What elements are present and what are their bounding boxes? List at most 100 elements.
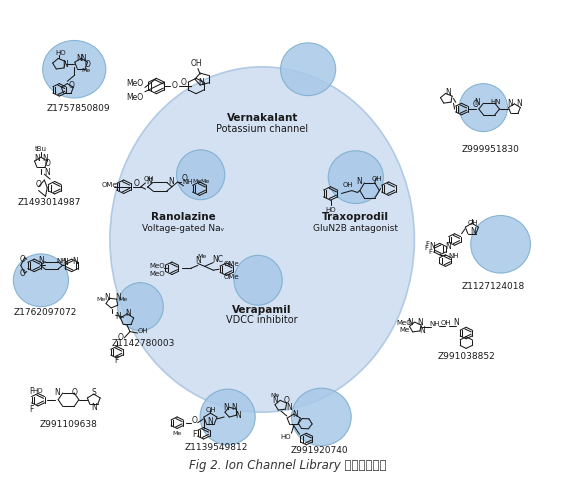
Text: O: O <box>20 268 25 277</box>
Ellipse shape <box>291 388 351 446</box>
Text: N: N <box>115 292 121 301</box>
Text: Z991920740: Z991920740 <box>291 445 348 454</box>
Text: OH: OH <box>468 220 478 226</box>
Text: N: N <box>104 292 110 301</box>
Text: N: N <box>475 97 480 107</box>
Ellipse shape <box>13 254 69 307</box>
Text: N: N <box>516 98 522 108</box>
Text: N: N <box>235 410 241 419</box>
Text: Voltage-gated Naᵥ: Voltage-gated Naᵥ <box>142 223 225 232</box>
Text: OH: OH <box>440 319 451 325</box>
Ellipse shape <box>328 152 384 204</box>
Text: MeO: MeO <box>126 79 143 87</box>
Text: N: N <box>272 396 278 404</box>
Text: VDCC inhibitor: VDCC inhibitor <box>226 314 298 324</box>
Text: OH: OH <box>343 181 354 188</box>
Text: N: N <box>429 241 434 250</box>
Text: O: O <box>191 416 197 424</box>
Text: HO: HO <box>55 50 66 56</box>
Text: Me: Me <box>271 393 280 397</box>
Text: S: S <box>92 387 96 396</box>
Text: tBu: tBu <box>35 146 47 152</box>
Text: OH: OH <box>143 176 154 182</box>
Text: Z1762097072: Z1762097072 <box>14 307 77 316</box>
Text: O: O <box>118 333 123 342</box>
Text: N: N <box>292 409 298 418</box>
Text: N: N <box>125 309 131 318</box>
Text: OH: OH <box>191 59 203 68</box>
Ellipse shape <box>200 389 255 445</box>
Text: N: N <box>445 88 450 97</box>
Text: N: N <box>62 60 68 69</box>
Text: N: N <box>419 325 425 334</box>
Ellipse shape <box>281 44 336 96</box>
Text: GluN2B antagonist: GluN2B antagonist <box>313 223 399 232</box>
Text: Me: Me <box>192 178 201 183</box>
Text: HN: HN <box>491 99 501 105</box>
Text: N: N <box>43 153 48 162</box>
Text: Me: Me <box>400 326 410 333</box>
Text: N: N <box>207 417 213 425</box>
Text: MeO: MeO <box>150 271 165 276</box>
Text: F: F <box>29 386 34 395</box>
Text: N: N <box>62 258 68 266</box>
Text: Me: Me <box>81 68 90 73</box>
Text: N: N <box>168 177 173 186</box>
Text: O: O <box>36 180 41 189</box>
Text: N: N <box>407 317 412 326</box>
Text: N: N <box>223 402 229 411</box>
Text: N: N <box>445 241 450 250</box>
Ellipse shape <box>459 84 507 132</box>
Text: Z1493014987: Z1493014987 <box>18 197 81 206</box>
Text: N: N <box>91 402 97 411</box>
Text: Vernakalant: Vernakalant <box>226 113 298 123</box>
Text: Z1757850809: Z1757850809 <box>47 104 110 113</box>
Text: Potassium channel: Potassium channel <box>216 124 308 134</box>
Text: N: N <box>286 402 292 411</box>
Text: NH: NH <box>448 252 458 258</box>
Text: O: O <box>85 60 90 69</box>
Ellipse shape <box>118 283 164 331</box>
Text: OH: OH <box>138 327 149 334</box>
Text: N: N <box>453 317 458 326</box>
Text: HO: HO <box>325 206 336 212</box>
Text: HO: HO <box>281 433 291 439</box>
Text: O: O <box>134 179 139 188</box>
Text: F: F <box>425 241 429 247</box>
Text: N: N <box>470 227 476 236</box>
Text: MeO: MeO <box>126 93 143 102</box>
Text: O: O <box>180 78 186 86</box>
Text: Me: Me <box>96 296 105 301</box>
Ellipse shape <box>110 68 414 412</box>
Ellipse shape <box>176 151 225 200</box>
Text: OMe: OMe <box>224 260 240 266</box>
Ellipse shape <box>43 41 106 99</box>
Text: N: N <box>76 54 82 62</box>
Text: N: N <box>356 177 362 186</box>
Text: O: O <box>172 81 177 89</box>
Text: N: N <box>81 54 86 62</box>
Text: OH: OH <box>372 176 382 182</box>
Text: MeO: MeO <box>150 263 165 269</box>
Text: Verapamil: Verapamil <box>232 304 292 314</box>
Text: Fig 2. Ion Channel Library 中化合物举例: Fig 2. Ion Channel Library 中化合物举例 <box>190 458 386 471</box>
Text: Traxoprodil: Traxoprodil <box>323 212 389 222</box>
Text: O: O <box>45 159 51 168</box>
Text: NH: NH <box>430 321 440 327</box>
Text: O: O <box>181 173 188 182</box>
Text: HO: HO <box>33 387 43 393</box>
Text: O: O <box>20 255 25 264</box>
Text: Ranolazine: Ranolazine <box>151 212 216 222</box>
Text: Z1127124018: Z1127124018 <box>462 281 525 290</box>
Text: Me: Me <box>118 296 127 301</box>
Text: O: O <box>284 396 290 404</box>
Text: N: N <box>73 256 78 265</box>
Text: OH: OH <box>206 407 217 412</box>
Ellipse shape <box>234 256 282 306</box>
Text: Me: Me <box>200 178 210 183</box>
Text: N: N <box>195 256 200 264</box>
Text: N: N <box>146 177 152 186</box>
Text: NH: NH <box>56 257 66 263</box>
Text: N: N <box>38 256 44 264</box>
Text: NH: NH <box>183 179 194 185</box>
